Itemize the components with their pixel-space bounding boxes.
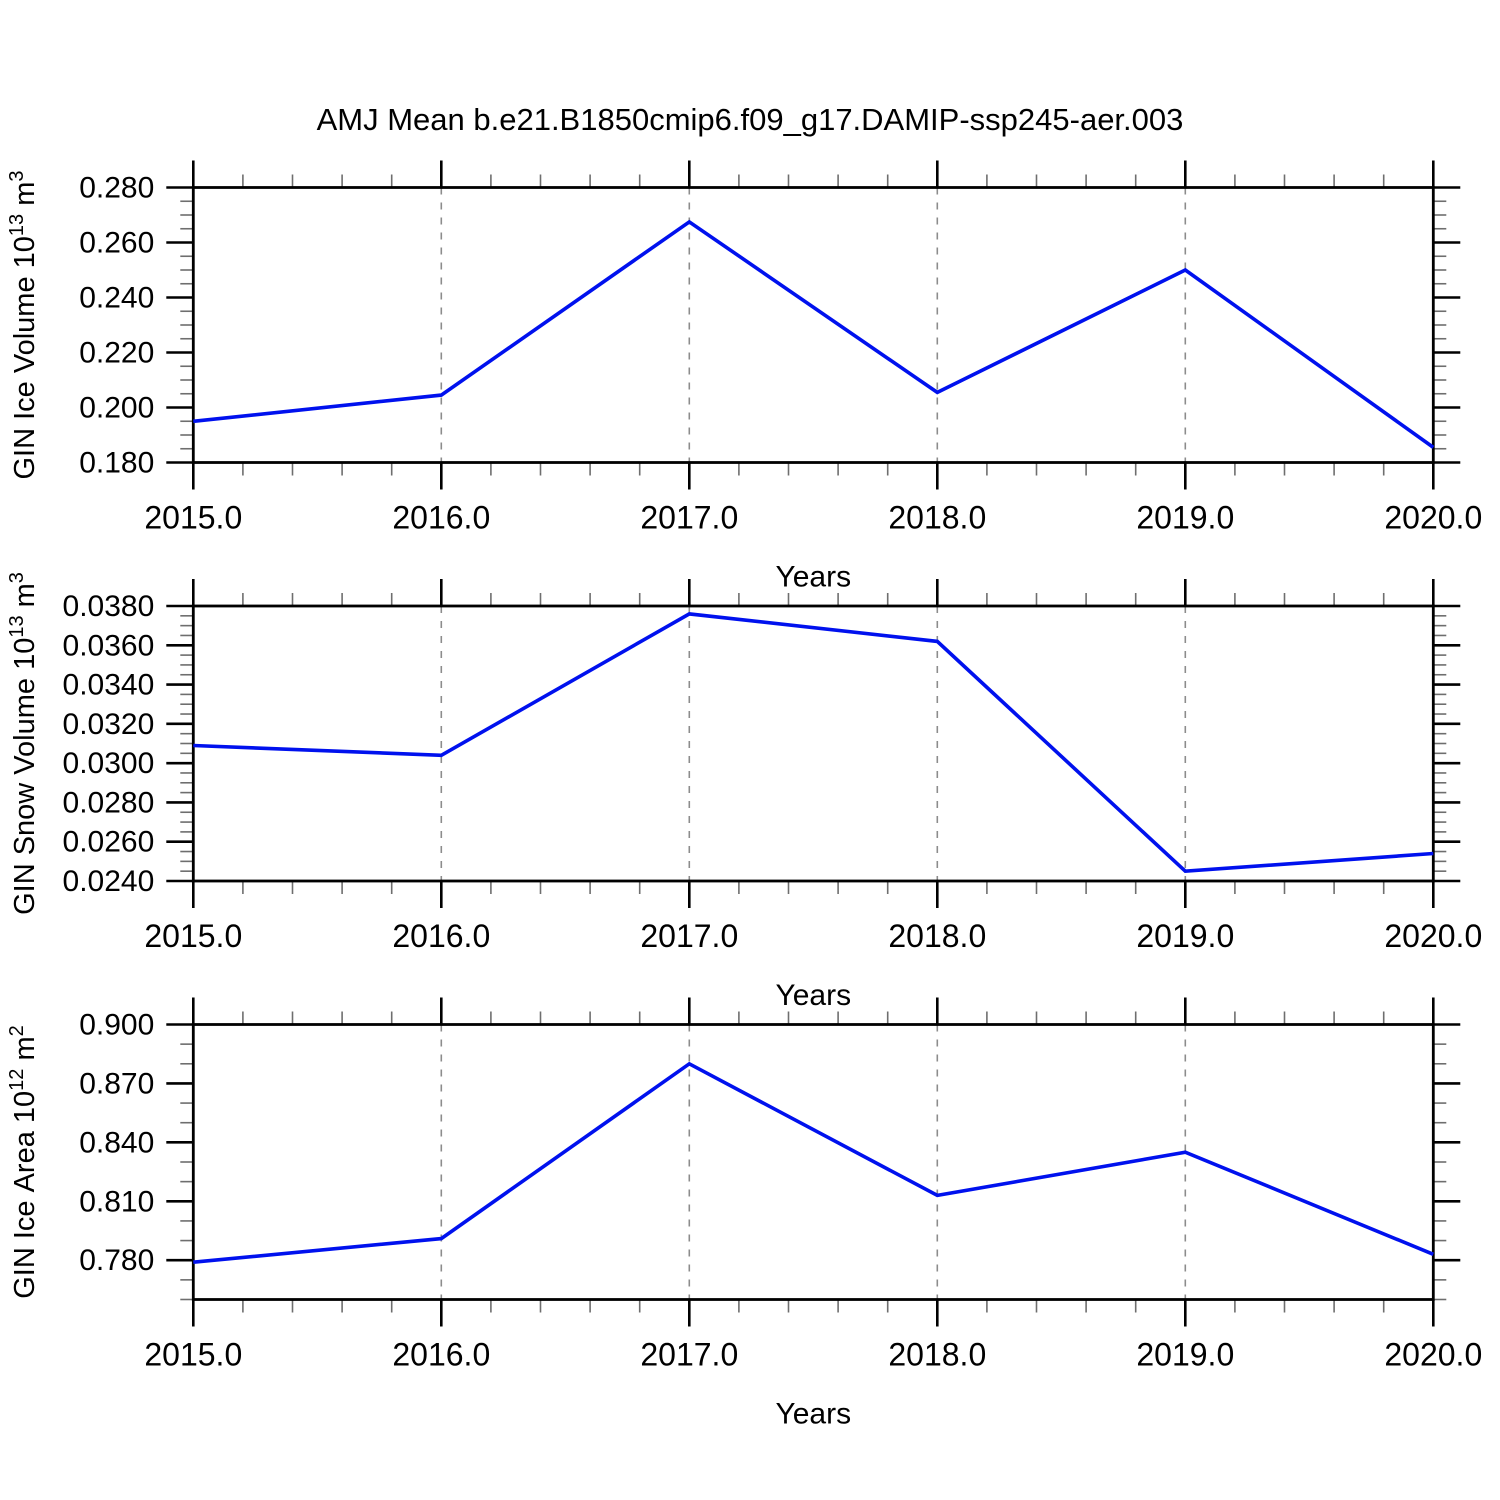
x-tick-label: 2018.0 bbox=[888, 1337, 986, 1373]
data-line bbox=[193, 612, 1434, 874]
y-tick-label: 0.0380 bbox=[63, 590, 155, 623]
y-axis-title: GIN Ice Volume 1013 m3 bbox=[6, 171, 41, 480]
y-tick-label: 0.840 bbox=[79, 1126, 154, 1159]
y-tick-label: 0.0260 bbox=[63, 826, 155, 859]
y-tick-label: 0.180 bbox=[79, 447, 154, 480]
x-tick-label: 2017.0 bbox=[640, 1337, 738, 1373]
y-tick-label: 0.260 bbox=[79, 227, 154, 260]
y-tick-label: 0.0340 bbox=[63, 669, 155, 702]
x-tick-label: 2017.0 bbox=[640, 918, 738, 954]
x-tick-label: 2016.0 bbox=[392, 918, 490, 954]
y-tick-label: 0.810 bbox=[79, 1185, 154, 1218]
x-tick-label: 2015.0 bbox=[144, 1337, 242, 1373]
x-axis-title: Years bbox=[775, 979, 851, 1012]
x-tick-label: 2020.0 bbox=[1384, 500, 1482, 536]
axis-frame bbox=[191, 1023, 1435, 1301]
y-tick-label: 0.870 bbox=[79, 1067, 154, 1100]
y-tick-label: 0.240 bbox=[79, 282, 154, 315]
x-tick-label: 2016.0 bbox=[392, 500, 490, 536]
y-tick-label: 0.0240 bbox=[63, 865, 155, 898]
y-tick-label: 0.780 bbox=[79, 1244, 154, 1277]
x-tick-label: 2018.0 bbox=[888, 918, 986, 954]
y-tick-label: 0.0280 bbox=[63, 786, 155, 819]
y-axis-title: GIN Ice Area 1012 m2 bbox=[6, 1025, 41, 1299]
axis-frame bbox=[191, 604, 1435, 883]
x-tick-label: 2016.0 bbox=[392, 1337, 490, 1373]
x-tick-label: 2020.0 bbox=[1384, 1337, 1482, 1373]
data-line bbox=[193, 1061, 1434, 1264]
y-tick-label: 0.200 bbox=[79, 392, 154, 425]
chart-gin-ice-area: 2015.0 2016.0 2017.0 2018.0 2019.0 2020.0 0.78… bbox=[6, 997, 1482, 1431]
x-axis-title: Years bbox=[775, 561, 851, 594]
y-tick-label: 0.900 bbox=[79, 1009, 154, 1042]
y-tick-label: 0.280 bbox=[79, 172, 154, 205]
y-tick-label: 0.0360 bbox=[63, 629, 155, 662]
x-tick-label: 2015.0 bbox=[144, 500, 242, 536]
x-tick-label: 2018.0 bbox=[888, 500, 986, 536]
page-title: AMJ Mean b.e21.B1850cmip6.f09_g17.DAMIP-… bbox=[316, 102, 1184, 137]
axis-frame bbox=[191, 186, 1435, 464]
x-tick-label: 2019.0 bbox=[1136, 1337, 1234, 1373]
y-tick-label: 0.0320 bbox=[63, 708, 155, 741]
x-axis-title: Years bbox=[775, 1398, 851, 1431]
y-tick-label: 0.0300 bbox=[63, 747, 155, 780]
x-tick-label: 2017.0 bbox=[640, 500, 738, 536]
x-tick-label: 2020.0 bbox=[1384, 918, 1482, 954]
chart-gin-ice-volume: 2015.0 2016.0 2017.0 2018.0 2019.0 2020.0 0.18… bbox=[6, 160, 1482, 594]
y-tick-label: 0.220 bbox=[79, 337, 154, 370]
x-tick-label: 2019.0 bbox=[1136, 500, 1234, 536]
data-line bbox=[193, 219, 1435, 449]
chart-gin-snow-volume: 2015.0 2016.0 2017.0 2018.0 2019.0 2020.0 0.02… bbox=[6, 572, 1482, 1012]
x-tick-label: 2019.0 bbox=[1136, 918, 1234, 954]
y-axis-title: GIN Snow Volume 1013 m3 bbox=[6, 572, 41, 915]
x-tick-label: 2015.0 bbox=[144, 918, 242, 954]
